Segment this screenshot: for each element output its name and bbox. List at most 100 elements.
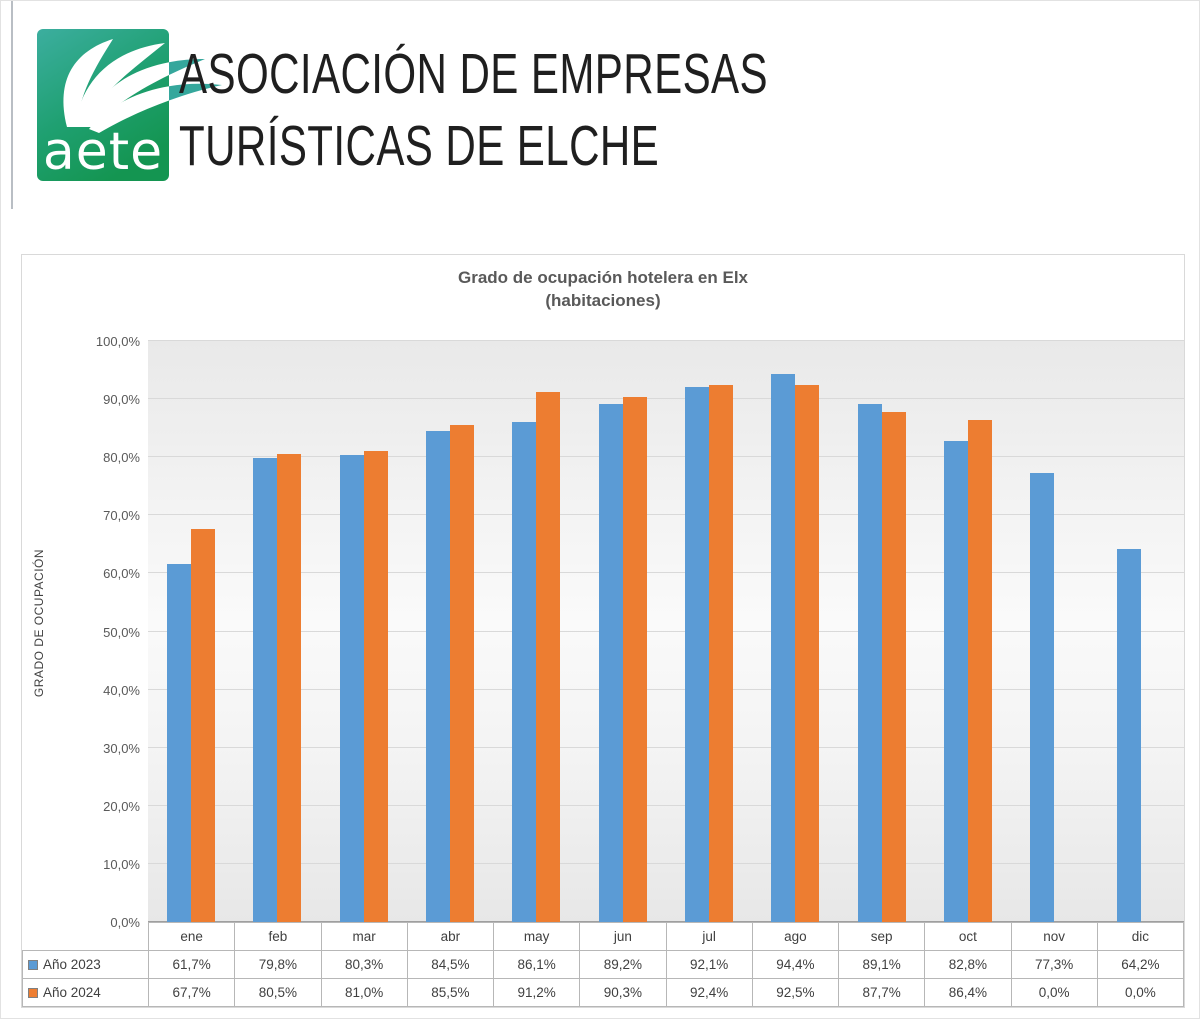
y-tick-column-inner: 0,0% 10,0% 20,0% 30,0% 40,0% 50,0% 60,0% 70,0% 8… xyxy=(56,334,148,930)
gridline xyxy=(148,804,1184,806)
month-label-may: may xyxy=(492,922,581,951)
bar-año-2023-may xyxy=(512,421,537,922)
gridline xyxy=(148,688,1184,690)
value-cell-jun: 90,3% xyxy=(579,978,667,1007)
gridline xyxy=(148,572,1184,574)
y-tick-label: 60,0% xyxy=(103,566,140,582)
series-row-año-2024: Año 2024 67,7% 80,5% 81,0% 85,5% 91,2% 90,3% 92… xyxy=(22,978,1185,1007)
bar-group-oct xyxy=(925,341,1011,922)
bar-año-2023-abr xyxy=(426,431,451,922)
bar-año-2023-oct xyxy=(944,440,969,922)
value-cell-mar: 80,3% xyxy=(320,950,408,979)
value-cell-oct: 86,4% xyxy=(924,978,1012,1007)
gridline xyxy=(148,514,1184,516)
month-label-nov: nov xyxy=(1010,922,1098,951)
plot-column xyxy=(148,323,1184,922)
bar-año-2023-ago xyxy=(771,373,796,922)
value-cell-ago: 92,5% xyxy=(751,978,840,1007)
bar-año-2023-jul xyxy=(685,386,710,922)
value-cell-nov: 77,3% xyxy=(1010,950,1098,979)
chart-main: GRADO DE OCUPACIÓN 0,0% 10,0% 20,0% 30,0% 40… xyxy=(22,323,1184,930)
y-tick-label: 10,0% xyxy=(103,856,140,872)
bar-group-ene xyxy=(148,341,234,922)
legend-label: Año 2023 xyxy=(43,957,101,972)
y-tick-label: 100,0% xyxy=(95,334,140,349)
value-cell-jul: 92,1% xyxy=(665,950,753,979)
month-label-feb: feb xyxy=(234,922,322,951)
value-cell-ene: 61,7% xyxy=(147,950,236,979)
bar-group-may xyxy=(493,341,579,922)
org-title: ASOCIACIÓN DE EMPRESAS TURÍSTICAS DE ELC… xyxy=(179,39,768,183)
logo-text: aete xyxy=(43,122,163,182)
legend-swatch xyxy=(28,960,38,970)
value-cell-oct: 82,8% xyxy=(924,950,1012,979)
value-cell-ago: 94,4% xyxy=(751,950,840,979)
bar-group-jun xyxy=(580,341,666,922)
aete-logo: aete xyxy=(37,29,222,182)
y-tick-label: 0,0% xyxy=(110,915,140,930)
y-axis-title: GRADO DE OCUPACIÓN xyxy=(32,548,46,697)
y-tick-label: 90,0% xyxy=(103,392,140,408)
org-title-line1: ASOCIACIÓN DE EMPRESAS xyxy=(179,43,769,106)
value-cell-jun: 89,2% xyxy=(579,950,667,979)
value-cell-ene: 67,7% xyxy=(147,978,236,1007)
bar-año-2024-mar xyxy=(363,451,388,922)
x-axis-line xyxy=(148,921,1184,922)
month-label-jul: jul xyxy=(665,922,753,951)
chart-card: Grado de ocupación hotelera en Elx (habi… xyxy=(21,254,1185,1008)
gridline xyxy=(148,398,1184,400)
y-tick-label: 70,0% xyxy=(103,508,140,524)
gridline xyxy=(148,746,1184,748)
value-cell-dic: 0,0% xyxy=(1096,978,1185,1007)
bar-año-2023-nov xyxy=(1030,472,1055,922)
gridline xyxy=(148,862,1184,864)
gridline xyxy=(148,630,1184,632)
bar-año-2024-ago xyxy=(795,384,820,922)
bars-container xyxy=(148,341,1184,922)
bar-año-2023-jun xyxy=(598,403,623,922)
bar-año-2023-ene xyxy=(167,563,192,922)
month-label-mar: mar xyxy=(320,922,408,951)
value-cell-may: 91,2% xyxy=(492,978,581,1007)
value-cell-sep: 87,7% xyxy=(837,978,926,1007)
value-cell-abr: 84,5% xyxy=(406,950,495,979)
y-tick-label: 50,0% xyxy=(103,624,140,640)
bar-año-2024-feb xyxy=(277,454,302,922)
month-label-jun: jun xyxy=(579,922,667,951)
bar-año-2024-oct xyxy=(968,420,993,922)
logo-leaves-inner xyxy=(63,39,169,133)
bar-group-abr xyxy=(407,341,493,922)
value-cell-jul: 92,4% xyxy=(665,978,753,1007)
chart-title: Grado de ocupación hotelera en Elx xyxy=(457,268,748,287)
bar-año-2024-jul xyxy=(709,385,734,922)
legend-cell: Año 2023 xyxy=(22,950,149,979)
month-label-ene: ene xyxy=(147,922,236,951)
month-header-row: ene feb mar abr may jun jul ago sep oct nov dic xyxy=(23,922,1185,951)
value-cell-dic: 64,2% xyxy=(1096,950,1185,979)
chart-subtitle: (habitaciones) xyxy=(545,290,661,310)
org-title-line2: TURÍSTICAS DE ELCHE xyxy=(179,115,660,178)
value-cell-nov: 0,0% xyxy=(1010,978,1098,1007)
bar-group-jul xyxy=(666,341,752,922)
bar-año-2023-dic xyxy=(1116,549,1141,922)
y-tick-column: 0,0% 10,0% 20,0% 30,0% 40,0% 50,0% 60,0% 70,0% 8… xyxy=(56,323,148,930)
bar-group-nov xyxy=(1011,341,1097,922)
bar-año-2024-sep xyxy=(881,412,906,922)
data-table-body: ene feb mar abr may jun jul ago sep oct nov dic Año … xyxy=(22,922,1185,1007)
y-tick-label: 80,0% xyxy=(103,450,140,466)
bar-año-2024-may xyxy=(536,392,561,922)
chart-title-block: Grado de ocupación hotelera en Elx (habi… xyxy=(22,255,1184,323)
bar-año-2024-abr xyxy=(450,425,475,922)
gridline xyxy=(148,340,1184,341)
value-cell-abr: 85,5% xyxy=(406,978,495,1007)
bar-group-sep xyxy=(839,341,925,922)
month-label-dic: dic xyxy=(1096,922,1185,951)
legend-label: Año 2024 xyxy=(43,985,101,1000)
plot-area xyxy=(148,340,1184,922)
header: aete ASOCIACIÓN DE EMPRESAS TURÍSTICAS D… xyxy=(37,27,934,183)
y-tick-label: 40,0% xyxy=(103,682,140,698)
bar-año-2024-ene xyxy=(191,528,216,922)
month-label-ago: ago xyxy=(751,922,840,951)
y-tick-label: 30,0% xyxy=(103,740,140,756)
